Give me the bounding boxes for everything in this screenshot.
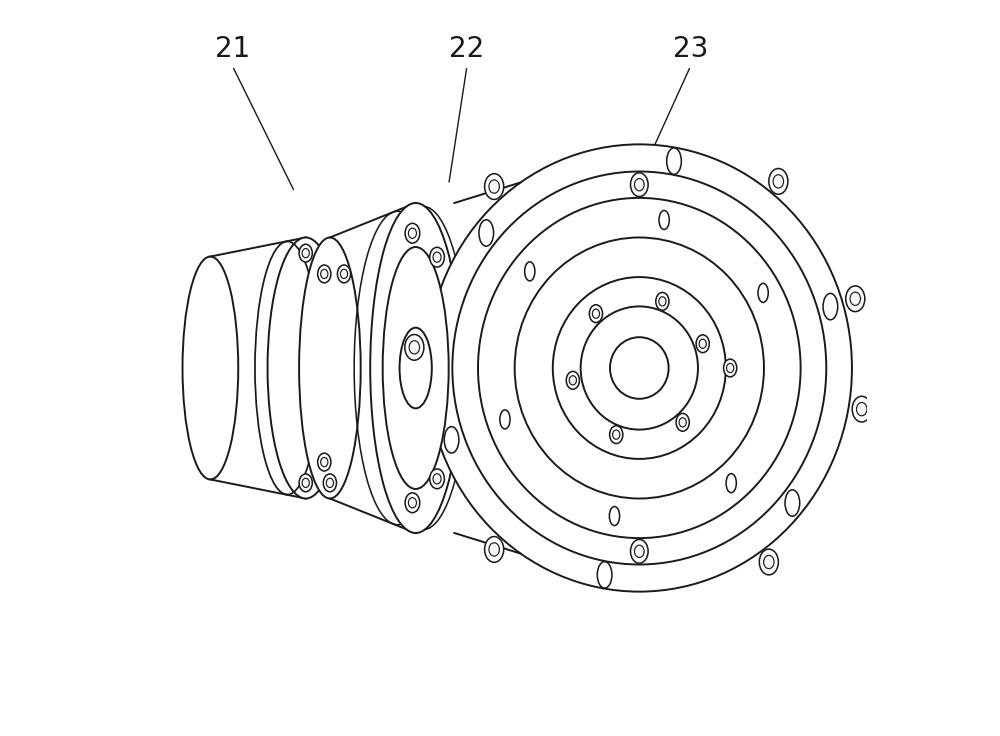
Ellipse shape xyxy=(659,297,666,306)
Ellipse shape xyxy=(613,430,620,439)
Ellipse shape xyxy=(634,179,644,191)
Ellipse shape xyxy=(383,247,449,489)
Ellipse shape xyxy=(326,478,334,487)
Ellipse shape xyxy=(433,474,441,484)
Ellipse shape xyxy=(659,210,669,230)
Ellipse shape xyxy=(850,292,861,305)
Ellipse shape xyxy=(631,539,648,563)
Ellipse shape xyxy=(525,262,535,281)
Ellipse shape xyxy=(340,269,348,278)
Ellipse shape xyxy=(597,562,612,588)
Ellipse shape xyxy=(676,414,689,431)
Text: 22: 22 xyxy=(449,35,485,63)
Ellipse shape xyxy=(696,335,709,353)
Ellipse shape xyxy=(581,306,698,430)
Ellipse shape xyxy=(610,337,669,399)
Ellipse shape xyxy=(299,244,312,262)
Ellipse shape xyxy=(405,493,420,513)
Ellipse shape xyxy=(726,473,736,492)
Ellipse shape xyxy=(553,277,726,459)
Ellipse shape xyxy=(299,238,361,498)
Ellipse shape xyxy=(321,269,328,278)
Ellipse shape xyxy=(500,410,510,429)
Ellipse shape xyxy=(408,498,416,508)
Ellipse shape xyxy=(485,174,504,199)
Ellipse shape xyxy=(302,249,309,258)
Ellipse shape xyxy=(724,359,737,377)
Ellipse shape xyxy=(634,545,644,557)
Ellipse shape xyxy=(444,427,459,453)
Ellipse shape xyxy=(318,265,331,283)
Polygon shape xyxy=(457,144,639,592)
Ellipse shape xyxy=(479,220,494,246)
Ellipse shape xyxy=(430,469,444,489)
Ellipse shape xyxy=(323,474,336,492)
Ellipse shape xyxy=(408,228,416,238)
Ellipse shape xyxy=(656,292,669,311)
Ellipse shape xyxy=(569,375,576,385)
Polygon shape xyxy=(210,238,306,498)
Text: 21: 21 xyxy=(215,35,250,63)
Ellipse shape xyxy=(667,148,681,174)
Ellipse shape xyxy=(764,556,774,569)
Ellipse shape xyxy=(846,286,865,311)
Ellipse shape xyxy=(773,174,784,188)
Ellipse shape xyxy=(302,478,309,487)
Ellipse shape xyxy=(427,144,852,592)
Ellipse shape xyxy=(433,252,441,262)
Ellipse shape xyxy=(823,294,838,319)
Ellipse shape xyxy=(727,364,734,372)
Ellipse shape xyxy=(759,549,778,575)
Ellipse shape xyxy=(785,490,800,516)
Ellipse shape xyxy=(769,169,788,194)
Ellipse shape xyxy=(321,458,328,467)
Ellipse shape xyxy=(409,341,420,354)
Ellipse shape xyxy=(631,173,648,197)
Ellipse shape xyxy=(852,396,871,422)
Ellipse shape xyxy=(268,238,344,498)
Ellipse shape xyxy=(485,537,504,562)
Ellipse shape xyxy=(337,265,351,283)
Ellipse shape xyxy=(452,171,826,565)
Ellipse shape xyxy=(489,542,499,556)
Ellipse shape xyxy=(610,425,623,444)
Ellipse shape xyxy=(856,403,867,416)
Ellipse shape xyxy=(592,309,600,318)
Ellipse shape xyxy=(405,334,424,360)
Ellipse shape xyxy=(699,339,706,348)
Ellipse shape xyxy=(183,257,238,479)
Ellipse shape xyxy=(566,372,579,389)
Ellipse shape xyxy=(515,238,764,498)
Ellipse shape xyxy=(589,305,603,322)
Ellipse shape xyxy=(318,453,331,471)
Ellipse shape xyxy=(299,474,312,492)
Ellipse shape xyxy=(478,198,801,538)
Ellipse shape xyxy=(370,203,461,533)
Ellipse shape xyxy=(489,180,499,194)
Text: 23: 23 xyxy=(673,35,708,63)
Ellipse shape xyxy=(679,418,686,427)
Ellipse shape xyxy=(400,328,432,408)
Ellipse shape xyxy=(609,506,620,526)
Polygon shape xyxy=(330,203,416,533)
Ellipse shape xyxy=(405,223,420,243)
Ellipse shape xyxy=(430,247,444,267)
Ellipse shape xyxy=(758,283,768,302)
